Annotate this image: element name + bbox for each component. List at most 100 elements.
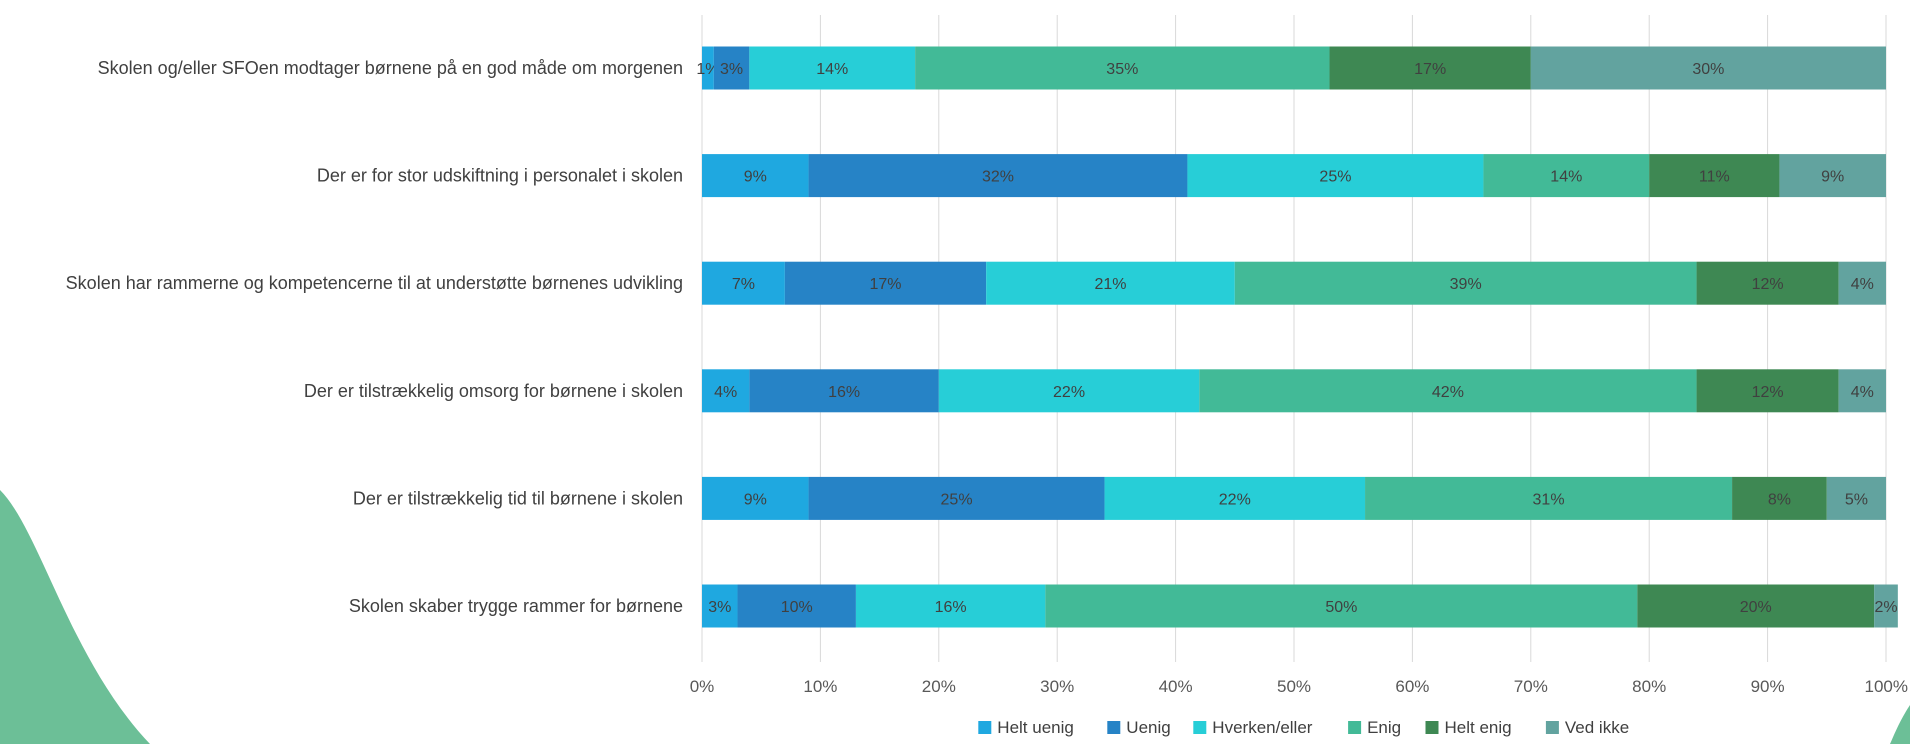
- data-label: 20%: [1740, 599, 1772, 616]
- bar-segment: [1104, 476, 1366, 520]
- category-label: Der er tilstrækkelig tid til børnene i s…: [353, 488, 683, 508]
- bar-segment: [749, 46, 916, 90]
- data-label: 1%: [696, 61, 719, 78]
- data-label: 12%: [1752, 384, 1784, 401]
- gridlines: [701, 15, 1887, 662]
- data-label: 10%: [781, 599, 813, 616]
- data-label: 8%: [1768, 491, 1791, 508]
- data-label: 25%: [1319, 169, 1351, 186]
- bar-segment: [1637, 584, 1875, 628]
- x-tick-label: 70%: [1514, 677, 1548, 696]
- bar-segment: [702, 154, 809, 198]
- data-label: 16%: [828, 384, 860, 401]
- data-label: 39%: [1450, 276, 1482, 293]
- data-label: 14%: [816, 61, 848, 78]
- legend-swatch: [1425, 721, 1439, 734]
- bar-segment: [1696, 261, 1839, 305]
- x-tick-label: 50%: [1277, 677, 1311, 696]
- data-label: 9%: [1821, 169, 1844, 186]
- bar-segment: [1365, 476, 1733, 520]
- data-label: 32%: [982, 169, 1014, 186]
- data-label: 42%: [1432, 384, 1464, 401]
- data-label: 4%: [714, 384, 737, 401]
- bar-segment: [1826, 476, 1886, 520]
- legend-label: Helt uenig: [997, 718, 1074, 737]
- category-label: Skolen skaber trygge rammer for børnene: [349, 596, 683, 616]
- x-tick-label: 100%: [1865, 677, 1908, 696]
- legend: Helt uenig Uenig Hverken/eller Enig Helt eni…: [978, 718, 1629, 737]
- bar-segment: [702, 46, 714, 90]
- bar-segment: [1483, 154, 1650, 198]
- legend-label: Hverken/eller: [1212, 718, 1312, 737]
- bar-segment: [808, 476, 1105, 520]
- category-label: Der er for stor udskiftning i personalet…: [317, 166, 683, 186]
- data-label: 12%: [1752, 276, 1784, 293]
- bar-segment: [1187, 154, 1484, 198]
- data-label: 17%: [1414, 61, 1446, 78]
- data-label: 11%: [1699, 169, 1730, 186]
- bar-segment: [702, 584, 738, 628]
- bar-segment: [1199, 369, 1697, 413]
- bar-segment: [749, 369, 939, 413]
- category-label: Der er tilstrækkelig omsorg for børnene …: [304, 381, 683, 401]
- bar-segment: [986, 261, 1235, 305]
- legend-label: Enig: [1367, 718, 1401, 737]
- x-tick-label: 30%: [1040, 677, 1074, 696]
- data-label: 22%: [1053, 384, 1085, 401]
- x-axis-tick-labels: 0% 10% 20% 30% 40% 50% 60% 70% 80% 90% 100%: [690, 677, 1908, 696]
- legend-label: Uenig: [1126, 718, 1170, 737]
- data-label: 31%: [1533, 491, 1565, 508]
- category-labels: Skolen og/eller SFOen modtager børnene p…: [66, 58, 683, 616]
- data-label: 21%: [1094, 276, 1126, 293]
- legend-label: Helt enig: [1445, 718, 1512, 737]
- bar-segment: [1696, 369, 1839, 413]
- bar-segment: [1732, 476, 1827, 520]
- bar-segment: [855, 584, 1046, 628]
- data-label: 2%: [1874, 599, 1897, 616]
- category-label: Skolen har rammerne og kompetencerne til…: [66, 273, 683, 293]
- data-label: 9%: [744, 491, 767, 508]
- data-label: 5%: [1845, 491, 1868, 508]
- legend-swatch: [1348, 721, 1362, 734]
- data-label: 30%: [1692, 61, 1724, 78]
- x-tick-label: 10%: [803, 677, 837, 696]
- bar-segment: [938, 369, 1200, 413]
- data-label: 4%: [1851, 276, 1874, 293]
- data-label: 14%: [1550, 169, 1582, 186]
- bar-segment: [1530, 46, 1886, 90]
- bar-segment: [1779, 154, 1886, 198]
- bar-segment: [713, 46, 750, 90]
- data-label: 4%: [1851, 384, 1874, 401]
- data-label: 3%: [708, 599, 731, 616]
- bar-segment: [702, 261, 785, 305]
- bar-segment: [1234, 261, 1697, 305]
- data-label: 3%: [720, 61, 743, 78]
- bar-segment: [702, 476, 809, 520]
- data-label: 9%: [744, 169, 767, 186]
- data-label: 7%: [732, 276, 755, 293]
- bar-segment: [1838, 369, 1886, 413]
- data-label: 25%: [941, 491, 973, 508]
- bar-segment: [1045, 584, 1638, 628]
- decorative-wave-left: [0, 490, 150, 744]
- legend-swatch: [1545, 721, 1559, 734]
- bar-segment: [915, 46, 1330, 90]
- x-tick-label: 40%: [1159, 677, 1193, 696]
- data-label: 50%: [1325, 599, 1357, 616]
- legend-swatch: [978, 721, 992, 734]
- bar-segment: [808, 154, 1188, 198]
- data-label: 22%: [1219, 491, 1251, 508]
- legend-swatch: [1107, 721, 1121, 734]
- legend-label: Ved ikke: [1565, 718, 1629, 737]
- x-tick-label: 60%: [1395, 677, 1429, 696]
- data-label: 35%: [1106, 61, 1138, 78]
- data-label: 17%: [870, 276, 902, 293]
- x-tick-label: 20%: [922, 677, 956, 696]
- bars: 1% 3% 14% 35% 17% 30%9% 32% 25% 14% 11% 9%7% 17% 21%…: [696, 46, 1898, 628]
- bar-segment: [737, 584, 856, 628]
- bar-segment: [1838, 261, 1886, 305]
- x-tick-label: 80%: [1632, 677, 1666, 696]
- legend-swatch: [1193, 721, 1207, 734]
